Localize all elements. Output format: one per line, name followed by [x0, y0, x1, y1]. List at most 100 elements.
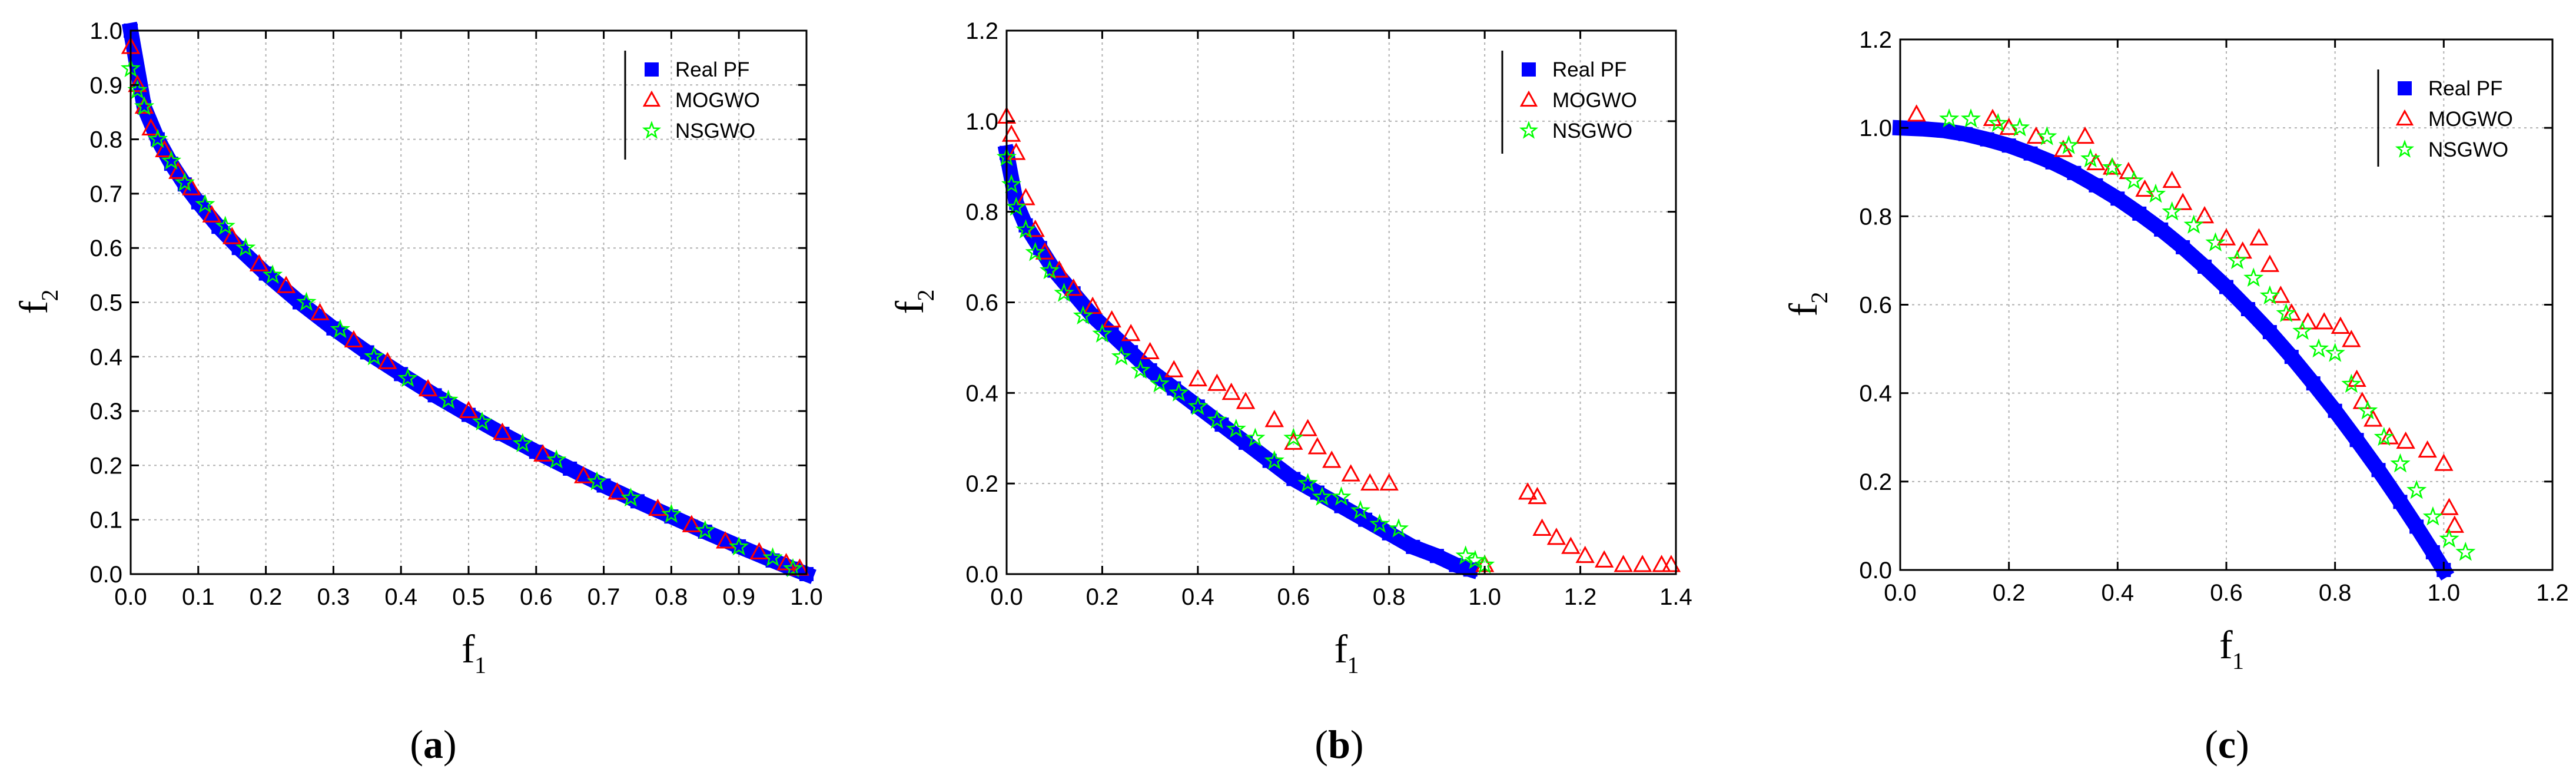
data-point — [249, 254, 269, 271]
data-point — [563, 461, 577, 476]
data-point — [1980, 132, 1994, 147]
series-nsgwo — [1939, 108, 2476, 561]
data-point — [2075, 126, 2095, 144]
x-tick-label: 0.1 — [182, 584, 215, 610]
data-point — [1092, 323, 1113, 343]
x-tick-label: 0.8 — [655, 584, 688, 610]
x-tick-label: 0.5 — [452, 584, 485, 610]
data-point — [2001, 138, 2016, 153]
data-point — [776, 553, 796, 571]
legend-label: Real PF — [1552, 58, 1626, 81]
data-point — [2243, 267, 2264, 287]
data-point — [2439, 528, 2459, 548]
data-point — [202, 205, 221, 223]
x-tick-label: 0.7 — [587, 584, 620, 610]
data-point — [2434, 453, 2454, 471]
data-point — [1914, 121, 1929, 136]
data-point — [459, 400, 479, 418]
data-point — [1465, 549, 1486, 569]
data-point — [2176, 240, 2190, 254]
y-tick-label: 0.0 — [1859, 558, 1892, 584]
y-axis-title-sub: 2 — [36, 290, 63, 301]
data-point — [1561, 536, 1581, 554]
data-point — [1054, 283, 1074, 302]
data-point — [128, 74, 147, 92]
y-tick-label: 0.7 — [89, 181, 122, 207]
x-tick-label: 0.0 — [990, 584, 1023, 610]
data-point — [648, 498, 668, 516]
data-point — [2132, 206, 2147, 221]
data-point — [2219, 280, 2233, 294]
data-point — [397, 367, 418, 387]
data-point — [2023, 146, 2038, 161]
data-point — [1907, 104, 1926, 122]
x-axis-title: f — [1335, 626, 1348, 671]
data-point — [586, 471, 608, 490]
data-point — [1528, 486, 1547, 505]
data-point — [378, 352, 397, 369]
data-point — [2371, 463, 2386, 478]
x-tick-label: 0.2 — [1993, 580, 2026, 606]
x-tick-label: 0.4 — [1181, 584, 1214, 610]
y-tick-label: 0.6 — [89, 236, 122, 261]
data-point — [472, 411, 493, 431]
data-point — [2173, 193, 2193, 210]
legend-marker — [645, 62, 659, 77]
legend-marker — [1519, 90, 1538, 107]
legend-marker — [2395, 140, 2415, 158]
data-point — [2422, 506, 2444, 526]
data-point — [2053, 140, 2073, 157]
x-axis-title: f — [462, 626, 475, 671]
data-point — [168, 161, 188, 179]
x-tick-label: 0.4 — [384, 584, 417, 610]
data-point — [782, 558, 804, 578]
data-point — [2037, 126, 2057, 145]
data-point — [2393, 495, 2408, 509]
data-point — [2425, 545, 2440, 559]
x-tick-label: 0.6 — [520, 584, 553, 610]
data-point — [1007, 142, 1026, 160]
data-point — [2123, 170, 2145, 190]
legend-marker — [2395, 109, 2414, 126]
data-point — [2373, 426, 2394, 446]
data-point — [223, 227, 242, 244]
data-point — [1236, 392, 1256, 409]
data-point — [155, 140, 174, 157]
data-point — [2102, 157, 2123, 177]
y-tick-label: 0.8 — [89, 127, 122, 153]
series-mogwo — [121, 37, 809, 576]
x-tick-label: 1.2 — [1564, 584, 1597, 610]
data-point — [546, 449, 567, 469]
data-point — [161, 150, 182, 170]
x-tick-label: 0.6 — [1277, 584, 1310, 610]
y-axis-title-text: f — [887, 301, 932, 314]
data-point — [2357, 400, 2378, 420]
data-point — [2418, 440, 2437, 458]
data-point — [1652, 555, 1671, 572]
x-tick-label: 0.4 — [2102, 580, 2135, 606]
data-point — [695, 520, 715, 539]
data-point — [2445, 515, 2464, 533]
x-tick-label: 0.9 — [722, 584, 755, 610]
data-point — [330, 319, 351, 339]
data-point — [141, 118, 161, 136]
data-point — [134, 96, 154, 114]
x-tick-label: 0.2 — [1086, 584, 1119, 610]
legend-marker — [642, 121, 662, 139]
y-tick-label: 0.5 — [89, 290, 122, 316]
data-point — [1341, 464, 1360, 482]
data-point — [276, 276, 296, 293]
data-point — [1102, 310, 1121, 328]
data-point — [1312, 486, 1333, 506]
data-point — [1575, 545, 1595, 563]
data-point — [1245, 427, 1266, 447]
data-point — [1073, 305, 1093, 325]
data-point — [1015, 219, 1036, 238]
data-point — [1518, 482, 1538, 500]
x-tick-label: 0.0 — [1884, 580, 1917, 606]
data-point — [2080, 148, 2101, 168]
data-point — [2396, 431, 2415, 449]
data-point — [1307, 437, 1327, 455]
legend-label: NSGWO — [2428, 138, 2508, 161]
chart-panel-b: 0.0 0.2 0.4 0.6 0.8 1.0 1.2 1.4 0.0 0.2 0.4 0.6 0.8 1… — [887, 18, 1692, 767]
